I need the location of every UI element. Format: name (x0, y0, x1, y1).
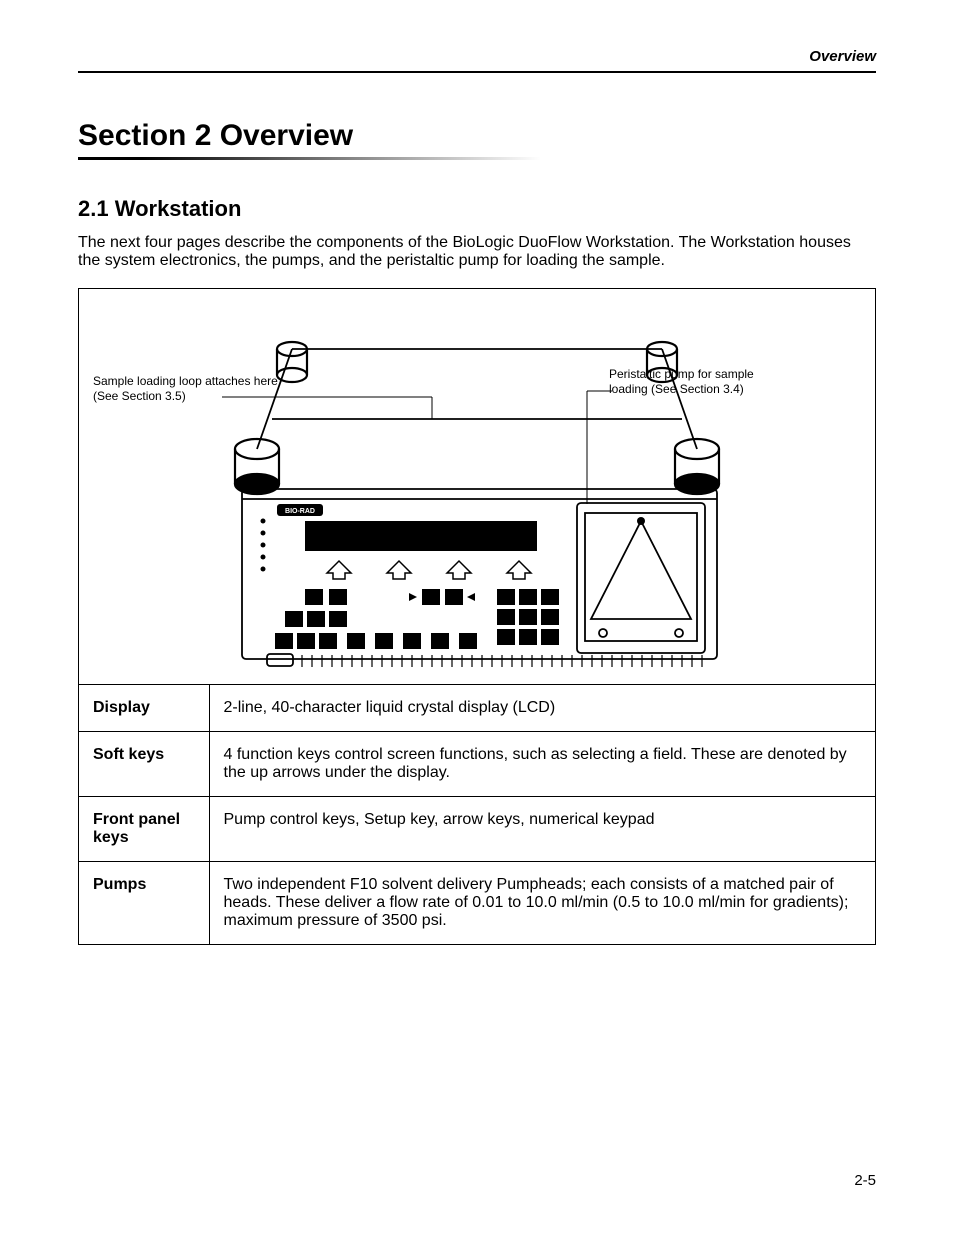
lcd-display (305, 521, 537, 551)
table-row: Display 2-line, 40-character liquid crys… (79, 685, 875, 732)
table-value: Pump control keys, Setup key, arrow keys… (209, 797, 875, 862)
fn-row-3 (275, 633, 477, 649)
page-number: 2-5 (854, 1172, 876, 1189)
table-row: Soft keys 4 function keys control screen… (79, 732, 875, 797)
table-label: Display (79, 685, 209, 732)
top-rule (78, 71, 876, 73)
workstation-figure: Sample loading loop attaches here (See S… (79, 289, 875, 684)
table-label: Soft keys (79, 732, 209, 797)
table-label: Front panel keys (79, 797, 209, 862)
intro-paragraph: The next four pages describe the compone… (78, 234, 876, 270)
gradient-rule (78, 157, 876, 160)
table-value: Two independent F10 solvent delivery Pum… (209, 862, 875, 945)
subsection-title: 2.1 Workstation (78, 196, 876, 222)
workstation-panel: Sample loading loop attaches here (See S… (78, 288, 876, 945)
fn-row-top (305, 589, 475, 605)
table-row: Front panel keys Pump control keys, Setu… (79, 797, 875, 862)
table-value: 2-line, 40-character liquid crystal disp… (209, 685, 875, 732)
table-row: Pumps Two independent F10 solvent delive… (79, 862, 875, 945)
callout-peristaltic-label: Peristaltic pump for sample loading (See… (609, 367, 754, 397)
fn-row-2 (285, 611, 347, 627)
callout-f10-label: Sample loading loop attaches here (See S… (93, 374, 278, 404)
brand-label: BIO-RAD (285, 508, 315, 515)
table-label: Pumps (79, 862, 209, 945)
workstation-illustration: BIO-RAD (87, 289, 867, 684)
soft-keys (327, 561, 531, 579)
section-title: Section 2 Overview (78, 119, 876, 153)
table-value: 4 function keys control screen functions… (209, 732, 875, 797)
status-leds (261, 519, 266, 572)
keypad (497, 589, 559, 645)
spec-table: Display 2-line, 40-character liquid crys… (79, 684, 875, 944)
running-header: Overview (78, 48, 876, 65)
